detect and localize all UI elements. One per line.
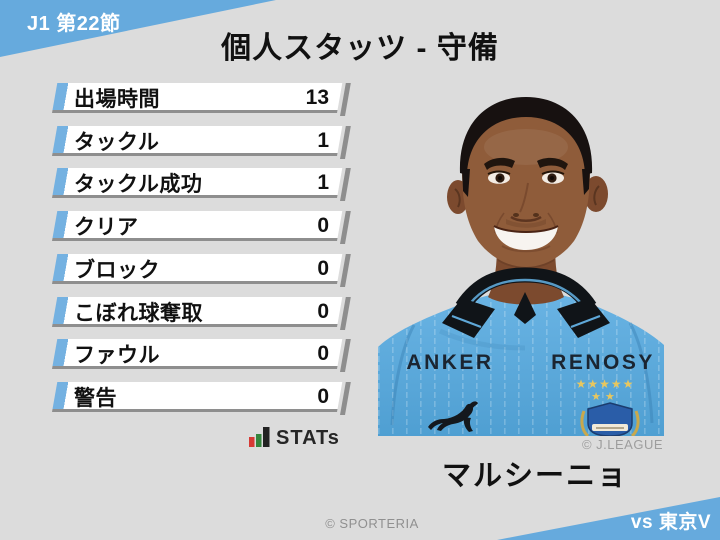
stat-value: 0 xyxy=(317,384,329,408)
stat-value: 1 xyxy=(317,128,329,152)
stat-row-content: タックル成功 1 xyxy=(52,168,337,198)
sponsor-anker: ANKER xyxy=(406,351,493,374)
star-row-2: ★★ xyxy=(591,391,619,403)
stat-value: 0 xyxy=(317,256,329,280)
stat-label: ファウル xyxy=(74,344,160,368)
bar-chart-icon xyxy=(249,427,270,447)
stat-label: タックル成功 xyxy=(74,173,203,197)
kawasaki-frontale-crest-icon xyxy=(580,402,640,436)
star-row-1: ★★★★★ xyxy=(576,377,635,391)
stat-row: タックル 1 xyxy=(52,125,352,159)
photo-credit: © J.LEAGUE xyxy=(581,437,663,452)
stat-row-content: 警告 0 xyxy=(52,382,337,412)
stat-row-slash xyxy=(340,339,351,373)
stat-label: クリア xyxy=(74,216,139,240)
stat-row: 警告 0 xyxy=(52,381,352,415)
player-photo: ANKER RENOSY ★★★★★ ★★ xyxy=(378,97,664,436)
stat-row-content: クリア 0 xyxy=(52,211,337,241)
stat-row: こぼれ球奪取 0 xyxy=(52,296,352,330)
stat-row-content: 出場時間 13 xyxy=(52,83,337,113)
stat-row: クリア 0 xyxy=(52,211,352,245)
site-credit: © SPORTERIA xyxy=(325,516,419,531)
stat-value: 0 xyxy=(317,214,329,238)
stat-row-slash xyxy=(340,83,351,116)
stat-row-slash xyxy=(340,381,351,415)
stat-value: 0 xyxy=(317,299,329,323)
player-face xyxy=(459,97,593,267)
opponent-label: vs 東京V xyxy=(630,512,711,533)
stat-label: 警告 xyxy=(74,386,117,410)
stat-row: タックル成功 1 xyxy=(52,168,352,202)
stat-row-slash xyxy=(340,296,351,330)
stat-value: 13 xyxy=(305,86,329,109)
stat-row-slash xyxy=(340,168,351,202)
stat-label: ブロック xyxy=(74,258,160,282)
puma-logo-icon xyxy=(428,401,478,432)
stat-value: 1 xyxy=(317,171,329,195)
stat-row-content: ファウル 0 xyxy=(52,339,337,369)
jersey-collar xyxy=(442,267,610,338)
stat-row-slash xyxy=(340,253,351,287)
stat-row: ブロック 0 xyxy=(52,253,352,287)
stat-label: 出場時間 xyxy=(74,88,160,111)
stat-row: 出場時間 13 xyxy=(52,83,352,116)
page-title: 個人スタッツ - 守備 xyxy=(221,32,499,65)
sponsor-renosy: RENOSY xyxy=(551,351,655,374)
stat-row-slash xyxy=(340,211,351,245)
stats-logo: STATs xyxy=(249,424,359,448)
stat-value: 0 xyxy=(317,342,329,366)
stat-label: タックル xyxy=(74,130,160,154)
player-name: マルシーニョ xyxy=(441,460,628,492)
stat-row: ファウル 0 xyxy=(52,339,352,373)
stat-row-content: ブロック 0 xyxy=(52,254,337,284)
stat-row-slash xyxy=(340,125,351,159)
stat-row-content: こぼれ球奪取 0 xyxy=(52,297,337,327)
round-label: J1 第22節 xyxy=(27,13,121,35)
stat-label: こぼれ球奪取 xyxy=(74,301,203,325)
stat-row-content: タックル 1 xyxy=(52,126,337,156)
stats-logo-label: STATs xyxy=(276,427,340,449)
